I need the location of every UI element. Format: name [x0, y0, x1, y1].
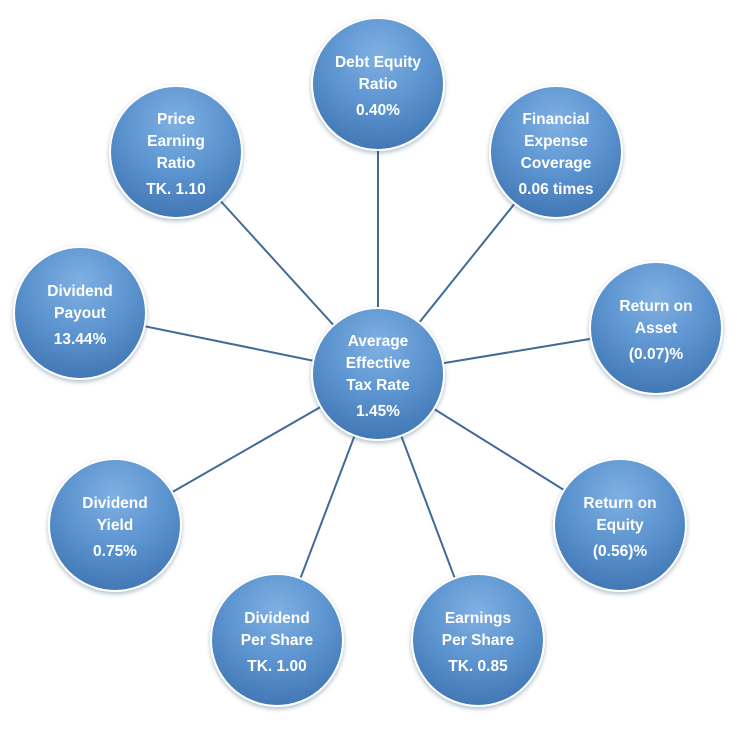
bubble-return-on-asset: Return on Asset (0.07)% — [589, 261, 723, 395]
bubble-label-line: Asset — [635, 320, 677, 337]
bubble-label-line: Ratio — [359, 76, 398, 93]
bubble-value: TK. 1.10 — [146, 181, 205, 198]
bubble-earnings-per-share: Earnings Per Share TK. 0.85 — [411, 573, 545, 707]
bubble-circle — [210, 573, 344, 707]
bubble-financial-expense-coverage: Financial Expense Coverage 0.06 times — [489, 85, 623, 219]
bubble-label-line: Dividend — [47, 283, 112, 300]
bubble-circle — [553, 458, 687, 592]
bubble-price-earning-ratio: Price Earning Ratio TK. 1.10 — [109, 85, 243, 219]
bubble-label-line: Average — [348, 333, 409, 350]
bubble-label-line: Tax Rate — [346, 377, 410, 394]
bubble-label-line: Earnings — [445, 610, 511, 627]
bubble-label-line: Price — [157, 111, 195, 128]
bubble-label-line: Effective — [346, 355, 411, 372]
bubble-label-line: Per Share — [442, 632, 515, 649]
bubble-circle — [13, 246, 147, 380]
bubble-dividend-yield: Dividend Yield 0.75% — [48, 458, 182, 592]
bubble-dividend-payout: Dividend Payout 13.44% — [13, 246, 147, 380]
bubble-value: TK. 0.85 — [448, 658, 508, 675]
bubble-value: 0.06 times — [519, 181, 594, 198]
bubble-label-line: Yield — [97, 517, 133, 534]
bubble-label-line: Return on — [583, 495, 656, 512]
bubble-circle — [489, 85, 623, 219]
bubble-label-line: Dividend — [82, 495, 147, 512]
bubble-label-line: Dividend — [244, 610, 309, 627]
bubble-value: 0.75% — [93, 543, 137, 560]
bubble-average-effective-tax-rate: Average Effective Tax Rate 1.45% — [311, 307, 445, 441]
bubble-label-line: Expense — [524, 133, 588, 150]
bubble-circle — [311, 307, 445, 441]
bubble-circle — [411, 573, 545, 707]
bubble-circle — [311, 17, 445, 151]
bubbles: Debt Equity Ratio 0.40% Financial Expense Cov… — [13, 17, 723, 707]
bubble-circle — [109, 85, 243, 219]
bubble-value: (0.07)% — [629, 346, 683, 363]
bubble-label-line: Return on — [619, 298, 692, 315]
bubble-return-on-equity: Return on Equity (0.56)% — [553, 458, 687, 592]
bubble-value: 0.40% — [356, 102, 400, 119]
bubble-value: 1.45% — [356, 403, 400, 420]
bubble-label-line: Equity — [596, 517, 644, 534]
bubble-label-line: Per Share — [241, 632, 314, 649]
bubble-debt-equity-ratio: Debt Equity Ratio 0.40% — [311, 17, 445, 151]
bubble-label-line: Payout — [54, 305, 106, 322]
bubble-label-line: Coverage — [521, 155, 592, 172]
bubble-dividend-per-share: Dividend Per Share TK. 1.00 — [210, 573, 344, 707]
bubble-label-line: Ratio — [157, 155, 196, 172]
bubble-circle — [589, 261, 723, 395]
bubble-circle — [48, 458, 182, 592]
bubble-value: TK. 1.00 — [247, 658, 306, 675]
bubble-value: (0.56)% — [593, 543, 647, 560]
bubble-label-line: Debt Equity — [335, 54, 421, 71]
bubble-label-line: Financial — [522, 111, 589, 128]
bubble-label-line: Earning — [147, 133, 205, 150]
bubble-value: 13.44% — [54, 331, 107, 348]
